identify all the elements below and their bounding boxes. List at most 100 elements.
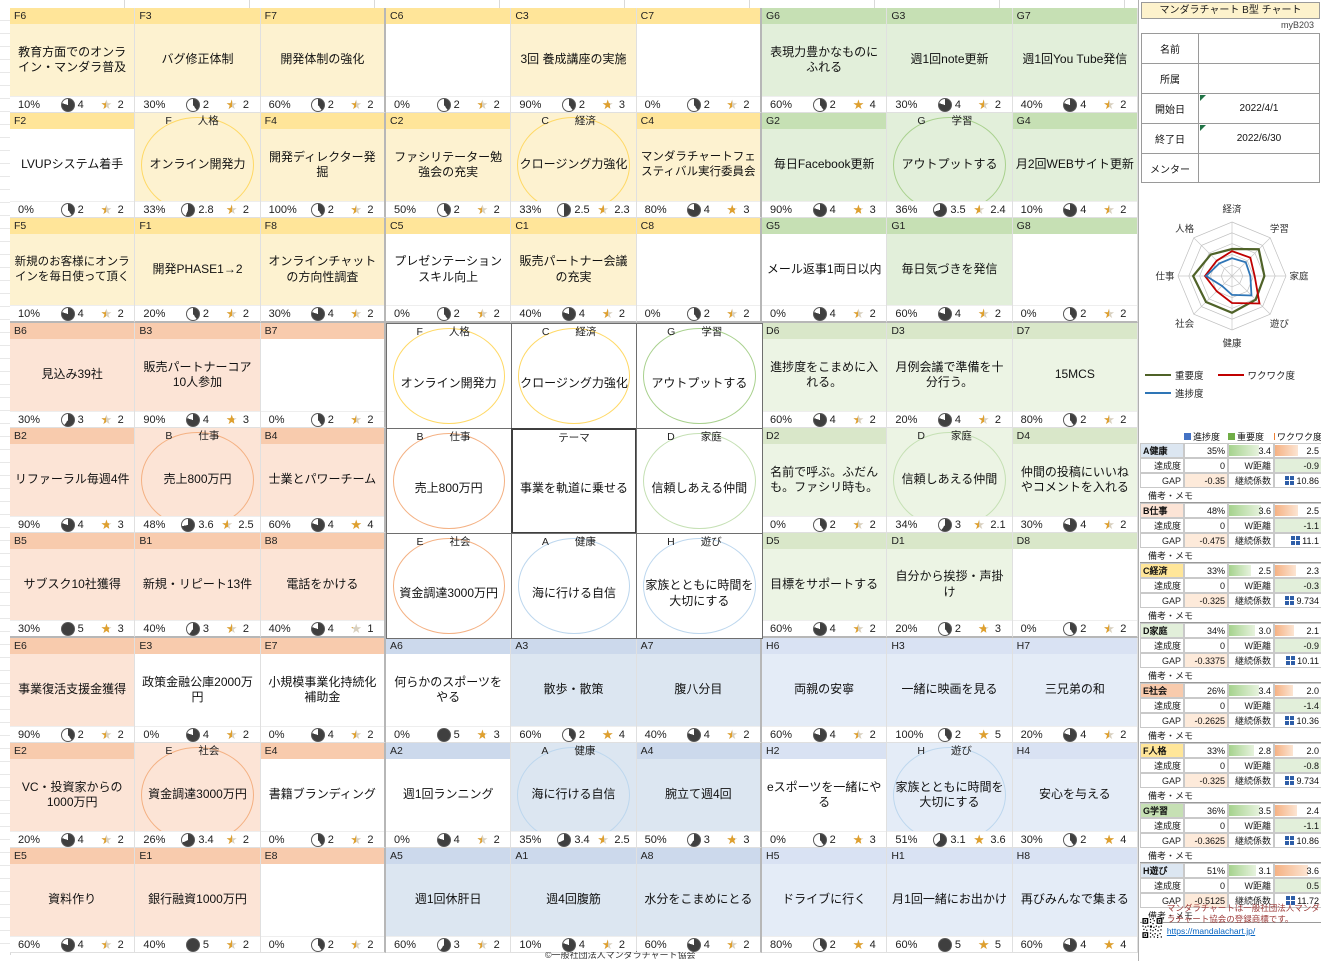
cell-C[interactable]: C 経済 クロージング力強化 <box>510 322 638 429</box>
wdist-value-1[interactable]: -1.1 <box>1274 518 1321 533</box>
achieve-value-3[interactable]: 0 <box>1184 638 1228 653</box>
cell-D[interactable]: D 家庭 信頼しあえる仲間 34% 3 ★ ★ 2.1 <box>887 428 1013 533</box>
cell-H5[interactable]: H5 ドライブに行く 80% 2 ★ ★ 4 <box>762 848 888 953</box>
cell-C2[interactable]: C2 ファシリテーター勉強会の充実 50% 2 ★★ 2 <box>386 113 512 218</box>
wdist-value-0[interactable]: -0.9 <box>1274 458 1321 473</box>
memo-row-2[interactable]: 備考・メモ <box>1140 608 1321 623</box>
cell-H2[interactable]: H2 eスポーツを一緒にやる 0% 2 ★ ★ 3 <box>762 743 888 848</box>
cell-E1[interactable]: E1 銀行融資1000万円 40% 5 ★★ 2 <box>135 848 261 953</box>
stats-excitement-1[interactable]: 2.5 <box>1274 503 1321 518</box>
cell-B3[interactable]: B3 販売パートナーコア10人参加 90% 4 ★ ★ 3 <box>135 323 261 428</box>
stats-progress-2[interactable]: 33% <box>1184 563 1228 578</box>
cell-B5[interactable]: B5 サブスク10社獲得 30% 5 ★ ★ 3 <box>10 533 136 638</box>
gap-value-4[interactable]: -0.2625 <box>1184 713 1228 728</box>
gap-value-6[interactable]: -0.3625 <box>1184 833 1228 848</box>
stats-importance-5[interactable]: 2.8 <box>1228 743 1274 758</box>
cell-A6[interactable]: A6 何らかのスポーツをやる 0% 5 ★ ★ 3 <box>386 638 512 743</box>
cell-C8[interactable]: C8 0% 2 ★★ 2 <box>636 218 762 323</box>
cell-C5[interactable]: C5 プレゼンテーションスキル向上 0% 2 ★★ 2 <box>386 218 512 323</box>
coeff-value-1[interactable]: 11.1 <box>1274 533 1321 548</box>
cell-F3[interactable]: F3 バグ修正体制 30% 2 ★★ 2 <box>135 8 261 113</box>
gap-value-2[interactable]: -0.325 <box>1184 593 1228 608</box>
stats-importance-7[interactable]: 3.1 <box>1228 863 1274 878</box>
cell-F2[interactable]: F2 LVUPシステム着手 0% 2 ★★ 2 <box>10 113 136 218</box>
cell-E3[interactable]: E3 政策金融公庫2000万円 0% 4 ★★ 2 <box>135 638 261 743</box>
memo-row-4[interactable]: 備考・メモ <box>1140 728 1321 743</box>
gap-value-1[interactable]: -0.475 <box>1184 533 1228 548</box>
cell-F[interactable]: F 人格 オンライン開発力 <box>385 322 512 429</box>
stats-progress-1[interactable]: 48% <box>1184 503 1228 518</box>
stats-importance-3[interactable]: 3.0 <box>1228 623 1274 638</box>
cell-A7[interactable]: A7 腹八分目 40% 4 ★★ 2 <box>636 638 762 743</box>
coeff-value-4[interactable]: 10.36 <box>1274 713 1321 728</box>
stats-progress-7[interactable]: 51% <box>1184 863 1228 878</box>
wdist-value-3[interactable]: -0.9 <box>1274 638 1321 653</box>
cell-F7[interactable]: F7 開発体制の強化 60% 2 ★★ 2 <box>260 8 386 113</box>
cell-A5[interactable]: A5 週1回休肝日 60% 3 ★★ 2 <box>386 848 512 953</box>
coeff-value-5[interactable]: 9.734 <box>1274 773 1321 788</box>
profile-value-4[interactable] <box>1199 153 1320 183</box>
cell-F8[interactable]: F8 オンラインチャットの方向性調査 30% 4 ★★ 2 <box>260 218 386 323</box>
cell-F5[interactable]: F5 新規のお客様にオンラインを毎日使って頂く 10% 4 ★★ 2 <box>10 218 136 323</box>
profile-value-0[interactable] <box>1199 33 1320 63</box>
achieve-value-0[interactable]: 0 <box>1184 458 1228 473</box>
stats-importance-6[interactable]: 3.5 <box>1228 803 1274 818</box>
cell-B6[interactable]: B6 見込み39社 30% 3 ★★ 2 <box>10 323 136 428</box>
achieve-value-5[interactable]: 0 <box>1184 758 1228 773</box>
coeff-value-3[interactable]: 10.11 <box>1274 653 1321 668</box>
gap-value-7[interactable]: -0.5125 <box>1184 893 1228 908</box>
wdist-value-5[interactable]: -0.8 <box>1274 758 1321 773</box>
cell-D1[interactable]: D1 自分から挨拶・声掛け 20% 2 ★ ★ 3 <box>887 533 1013 638</box>
achieve-value-2[interactable]: 0 <box>1184 578 1228 593</box>
cell-H6[interactable]: H6 両親の安寧 60% 4 ★★ 2 <box>762 638 888 743</box>
gap-value-5[interactable]: -0.325 <box>1184 773 1228 788</box>
coeff-value-7[interactable]: 11.72 <box>1274 893 1321 908</box>
cell-B[interactable]: B 仕事 売上800万円 <box>385 427 512 534</box>
cell-D3[interactable]: D3 月例会議で準備を十分行う。 20% 4 ★★ 2 <box>887 323 1013 428</box>
profile-value-3[interactable]: 2022/6/30 <box>1199 123 1320 153</box>
cell-D2[interactable]: D2 名前で呼ぶ。ふだんも。ファシリ時も。 0% 2 ★★ 2 <box>762 428 888 533</box>
cell-G6[interactable]: G6 表現力豊かなものにふれる 60% 2 ★ ★ 4 <box>762 8 888 113</box>
wdist-value-7[interactable]: 0.5 <box>1274 878 1321 893</box>
cell-D7[interactable]: D7 15MCS 80% 2 ★★ 2 <box>1012 323 1138 428</box>
stats-excitement-3[interactable]: 2.1 <box>1274 623 1321 638</box>
cell-A[interactable]: A 健康 海に行ける自信 35% 3.4 ★ ★ 2.5 <box>511 743 637 848</box>
coeff-value-6[interactable]: 10.86 <box>1274 833 1321 848</box>
cell-C7[interactable]: C7 0% 2 ★★ 2 <box>636 8 762 113</box>
stats-progress-4[interactable]: 26% <box>1184 683 1228 698</box>
cell-H[interactable]: H 遊び 家族とともに時間を大切にする <box>636 532 763 639</box>
cell-E2[interactable]: E2 VC・投資家からの1000万円 20% 4 ★★ 2 <box>10 743 136 848</box>
cell-H7[interactable]: H7 三兄弟の和 20% 4 ★★ 2 <box>1012 638 1138 743</box>
cell-C4[interactable]: C4 マンダラチャートフェスティバル実行委員会 80% 4 ★ ★ 3 <box>636 113 762 218</box>
achieve-value-1[interactable]: 0 <box>1184 518 1228 533</box>
wdist-value-2[interactable]: -0.3 <box>1274 578 1321 593</box>
stats-excitement-4[interactable]: 2.0 <box>1274 683 1321 698</box>
stats-excitement-5[interactable]: 2.0 <box>1274 743 1321 758</box>
cell-B8[interactable]: B8 電話をかける 40% 4 ★★ 1 <box>260 533 386 638</box>
cell-G4[interactable]: G4 月2回WEBサイト更新 10% 4 ★★ 2 <box>1012 113 1138 218</box>
cell-G[interactable]: G 学習 アウトプットする 36% 3.5 ★ ★ 2.4 <box>887 113 1013 218</box>
cell-E8[interactable]: E8 0% 2 ★★ 2 <box>260 848 386 953</box>
cell-C6[interactable]: C6 0% 2 ★★ 2 <box>386 8 512 113</box>
cell-B2[interactable]: B2 リファーラル毎週4件 90% 4 ★ ★ 3 <box>10 428 136 533</box>
stats-importance-4[interactable]: 3.4 <box>1228 683 1274 698</box>
cell-D[interactable]: D 家庭 信頼しあえる仲間 <box>636 427 763 534</box>
cell-G7[interactable]: G7 週1回You Tube発信 40% 4 ★★ 2 <box>1012 8 1138 113</box>
cell-B7[interactable]: B7 0% 2 ★★ 2 <box>260 323 386 428</box>
stats-excitement-7[interactable]: 3.6 <box>1274 863 1321 878</box>
cell-B[interactable]: B 仕事 売上800万円 48% 3.6 ★ ★ 2.5 <box>135 428 261 533</box>
coeff-value-2[interactable]: 9.734 <box>1274 593 1321 608</box>
stats-progress-3[interactable]: 34% <box>1184 623 1228 638</box>
cell-D6[interactable]: D6 進捗度をこまめに入れる。 60% 4 ★★ 2 <box>762 323 888 428</box>
cell-G1[interactable]: G1 毎日気づきを発信 60% 4 ★★ 2 <box>887 218 1013 323</box>
cell-E7[interactable]: E7 小規模事業化持続化補助金 0% 4 ★★ 2 <box>260 638 386 743</box>
cell-G2[interactable]: G2 毎日Facebook更新 90% 4 ★ ★ 3 <box>762 113 888 218</box>
cell-テーマ[interactable]: テーマ 事業を軌道に乗せる <box>510 427 638 534</box>
memo-row-7[interactable]: 備考・メモ <box>1140 908 1321 923</box>
memo-row-5[interactable]: 備考・メモ <box>1140 788 1321 803</box>
cell-B4[interactable]: B4 士業とパワーチーム 60% 4 ★ ★ 4 <box>260 428 386 533</box>
cell-A1[interactable]: A1 週4回腹筋 10% 4 ★★ 2 <box>511 848 637 953</box>
cell-B1[interactable]: B1 新規・リピート13件 40% 3 ★★ 2 <box>135 533 261 638</box>
